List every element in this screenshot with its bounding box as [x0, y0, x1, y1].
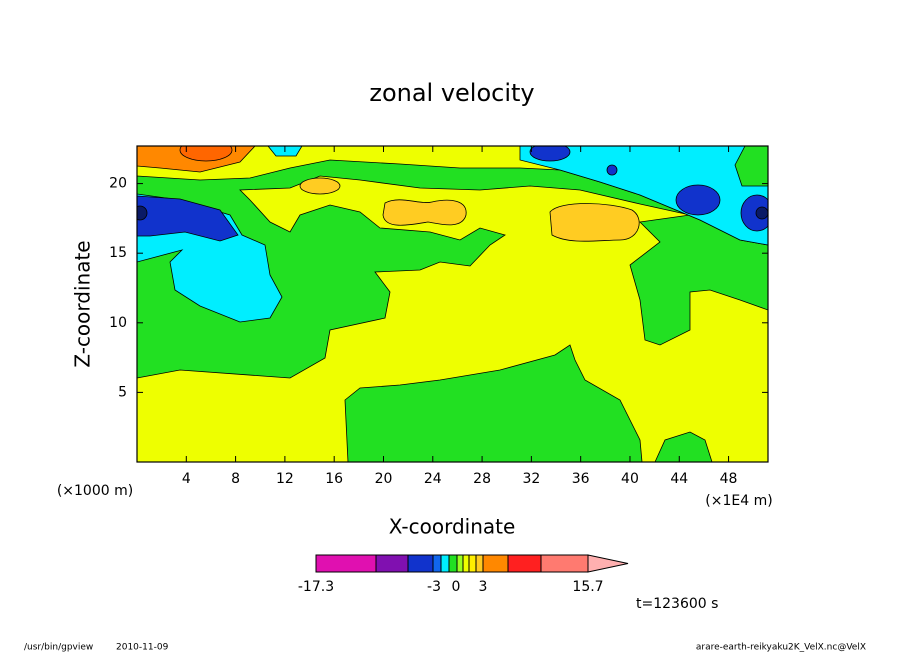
region	[344, 344, 643, 462]
colorbar-label: 3	[479, 579, 488, 595]
x-tick-label: 40	[621, 471, 639, 487]
x-tick-label: 20	[375, 471, 393, 487]
y-tick-label: 20	[109, 176, 127, 192]
y-tick-label: 5	[118, 384, 127, 400]
colorbar-label: 15.7	[572, 579, 603, 595]
region	[137, 205, 148, 221]
footer-left: /usr/bin/gpview	[24, 643, 93, 653]
region	[734, 146, 768, 187]
region	[740, 194, 768, 232]
x-unit-label: (×1E4 m)	[705, 493, 772, 509]
contour-field	[137, 146, 768, 462]
annotation: t=123600 s	[636, 596, 718, 612]
y-tick-label: 10	[109, 315, 127, 331]
x-tick-label: 28	[473, 471, 491, 487]
colorbar-label: -3	[427, 579, 441, 595]
x-tick-label: 8	[231, 471, 240, 487]
colorbar-label: -17.3	[298, 579, 334, 595]
colorbar	[315, 554, 629, 573]
x-axis-label: X-coordinate	[389, 515, 516, 539]
x-tick-label: 32	[522, 471, 540, 487]
region	[654, 431, 713, 462]
colorbar-label: 0	[452, 579, 461, 595]
region	[382, 199, 467, 226]
plot-frame	[136, 145, 769, 463]
footer-date: 2010-11-09	[116, 643, 169, 653]
footer-right: arare-earth-reikyaku2K_VelX.nc@VelX	[696, 643, 866, 653]
region	[549, 203, 640, 242]
x-tick-label: 12	[276, 471, 294, 487]
x-tick-label: 16	[325, 471, 343, 487]
region	[179, 146, 233, 162]
x-tick-label: 4	[182, 471, 191, 487]
region	[299, 177, 341, 195]
x-tick-label: 44	[670, 471, 688, 487]
x-tick-label: 24	[424, 471, 442, 487]
region	[137, 195, 239, 242]
y-axis-label: Z-coordinate	[71, 240, 95, 367]
x-tick-label: 48	[720, 471, 738, 487]
region	[529, 146, 571, 162]
x-unit-label: (×1000 m)	[57, 483, 133, 499]
y-tick-label: 15	[109, 245, 127, 261]
chart-title: zonal velocity	[369, 79, 534, 107]
x-tick-label: 36	[572, 471, 590, 487]
region	[606, 164, 618, 176]
region	[519, 146, 768, 246]
region	[675, 184, 721, 216]
region	[755, 206, 768, 220]
